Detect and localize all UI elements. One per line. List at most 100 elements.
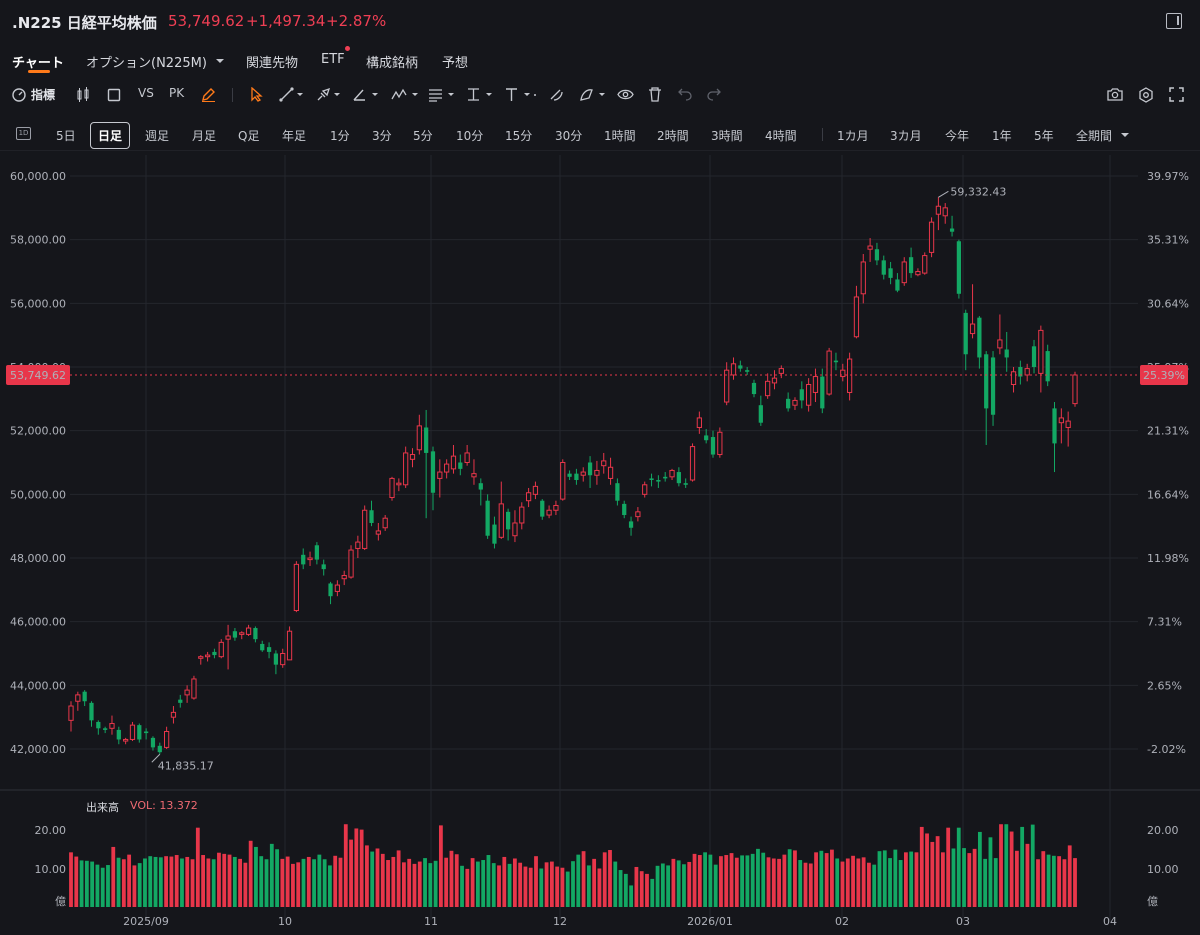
square-icon[interactable] xyxy=(107,88,121,102)
candle-body xyxy=(525,492,532,502)
volume-bar xyxy=(708,854,713,907)
indicators-button[interactable]: 指標 xyxy=(31,88,56,102)
tab-constituents[interactable]: 構成銘柄 xyxy=(366,56,419,71)
volume-bar xyxy=(734,857,739,907)
fibonacci-tool-icon[interactable] xyxy=(428,87,456,102)
volume-bar xyxy=(1014,850,1019,907)
tab-chart[interactable]: チャート xyxy=(12,56,64,71)
brush-tool-icon[interactable] xyxy=(316,87,342,102)
period-3month[interactable]: 3カ月 xyxy=(890,129,922,143)
eye-icon[interactable] xyxy=(617,88,634,101)
candle-body xyxy=(260,643,265,651)
candle-body xyxy=(137,725,142,740)
candle-body xyxy=(191,678,197,699)
candle-body xyxy=(846,358,853,393)
volume-bar xyxy=(798,860,803,907)
period-30m[interactable]: 30分 xyxy=(555,129,583,143)
volume-bar xyxy=(354,828,359,907)
chevron-down-icon[interactable] xyxy=(215,58,225,64)
tab-options[interactable]: オプション(N225M) xyxy=(86,56,207,71)
period-10m[interactable]: 10分 xyxy=(456,129,484,143)
candle-body xyxy=(334,584,340,592)
indicator-icon[interactable] xyxy=(12,88,26,102)
period-5y[interactable]: 5年 xyxy=(1034,129,1054,143)
volume-bar xyxy=(296,862,301,907)
candle-body xyxy=(853,296,860,338)
period-ytd[interactable]: 今年 xyxy=(945,129,970,143)
candle-body xyxy=(587,462,593,476)
candle-body xyxy=(1065,420,1071,428)
period-1month[interactable]: 1カ月 xyxy=(837,129,869,143)
volume-bar xyxy=(671,858,676,907)
period-4h[interactable]: 4時間 xyxy=(765,129,797,143)
candle-body xyxy=(409,454,416,460)
y-tick-label: 44,000.00 xyxy=(10,679,66,692)
period-monthly[interactable]: 月足 xyxy=(192,129,217,143)
candle-body xyxy=(178,699,183,703)
candle-body xyxy=(532,485,539,495)
tab-related-futures[interactable]: 関連先物 xyxy=(246,56,299,71)
volume-bar xyxy=(977,831,982,907)
trash-icon[interactable] xyxy=(648,87,662,102)
volume-bar xyxy=(349,839,353,907)
candle-body xyxy=(696,417,702,428)
period-daily[interactable]: 日足 xyxy=(90,122,131,149)
period-1h[interactable]: 1時間 xyxy=(604,129,636,143)
pk-button[interactable]: PK xyxy=(169,86,185,100)
compare-button[interactable]: VS xyxy=(138,86,154,100)
x-tick-label: 2025/09 xyxy=(123,915,169,928)
cursor-icon[interactable] xyxy=(250,87,263,102)
period-weekly[interactable]: 週足 xyxy=(145,129,170,143)
exit-fullscreen-icon[interactable] xyxy=(1166,13,1182,29)
trendline-tool-icon[interactable] xyxy=(279,87,305,102)
candle-body xyxy=(478,483,483,490)
candle-body xyxy=(806,384,812,406)
candle-body xyxy=(649,478,654,481)
period-3m[interactable]: 3分 xyxy=(372,129,392,143)
magnet-tool-icon[interactable] xyxy=(548,87,566,102)
period-all[interactable]: 全期間 xyxy=(1076,129,1113,143)
low-annotation-line xyxy=(151,753,161,763)
tab-forecast[interactable]: 予想 xyxy=(442,56,469,71)
candlestick-type-icon[interactable] xyxy=(76,87,90,103)
candle-body xyxy=(607,466,614,479)
period-1m[interactable]: 1分 xyxy=(330,129,350,143)
candle-body xyxy=(738,365,743,369)
candle-body xyxy=(232,631,238,638)
pencil-icon[interactable] xyxy=(201,87,216,102)
period-1y[interactable]: 1年 xyxy=(992,129,1012,143)
x-tick-label: 12 xyxy=(553,915,567,928)
text-tool-icon[interactable] xyxy=(504,87,538,102)
candle-body xyxy=(1045,351,1050,382)
price-chart[interactable]: 60,000.00 39.97% 58,000.00 35.31% 56,000.00 3… xyxy=(0,150,1200,935)
period-15m[interactable]: 15分 xyxy=(505,129,533,143)
angle-tool-icon[interactable] xyxy=(352,87,380,102)
y-pct-tick-label: -2.02% xyxy=(1147,743,1186,756)
pattern-tool-icon[interactable] xyxy=(390,87,420,102)
interval-icon[interactable]: 1D xyxy=(16,127,31,140)
volume-bar xyxy=(497,865,501,907)
volume-bar xyxy=(275,849,279,907)
period-yearly[interactable]: 年足 xyxy=(282,129,307,143)
volume-bar xyxy=(523,866,528,907)
undo-icon[interactable] xyxy=(677,87,693,102)
period-5d[interactable]: 5日 xyxy=(56,129,76,143)
redo-icon[interactable] xyxy=(706,87,722,102)
tab-etf[interactable]: ETF xyxy=(321,52,345,67)
candle-body xyxy=(574,473,579,481)
volume-bar xyxy=(872,864,877,907)
drawing-style-icon[interactable] xyxy=(579,87,611,102)
price-change: +1,497.34 xyxy=(246,12,326,30)
gear-icon[interactable] xyxy=(1138,87,1154,103)
measure-tool-icon[interactable] xyxy=(466,87,494,102)
candle-body xyxy=(915,271,921,276)
period-quarterly[interactable]: Q足 xyxy=(238,129,260,143)
period-3h[interactable]: 3時間 xyxy=(711,129,743,143)
period-5m[interactable]: 5分 xyxy=(413,129,433,143)
fullscreen-icon[interactable] xyxy=(1169,87,1184,102)
candle-body xyxy=(239,632,245,635)
period-2h[interactable]: 2時間 xyxy=(657,129,689,143)
camera-icon[interactable] xyxy=(1107,87,1123,101)
volume-bar xyxy=(222,853,227,907)
chevron-down-icon[interactable] xyxy=(1120,132,1130,138)
